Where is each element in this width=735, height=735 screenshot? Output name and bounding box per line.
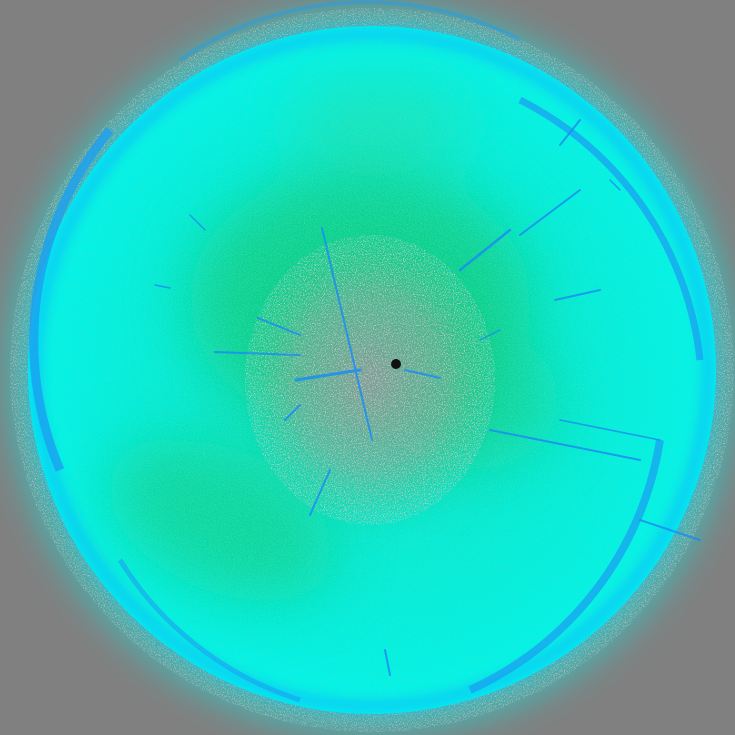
gray-core [240,230,500,530]
center-hole [391,359,401,369]
spark-streaks [154,119,701,676]
blue-rim [29,0,713,711]
